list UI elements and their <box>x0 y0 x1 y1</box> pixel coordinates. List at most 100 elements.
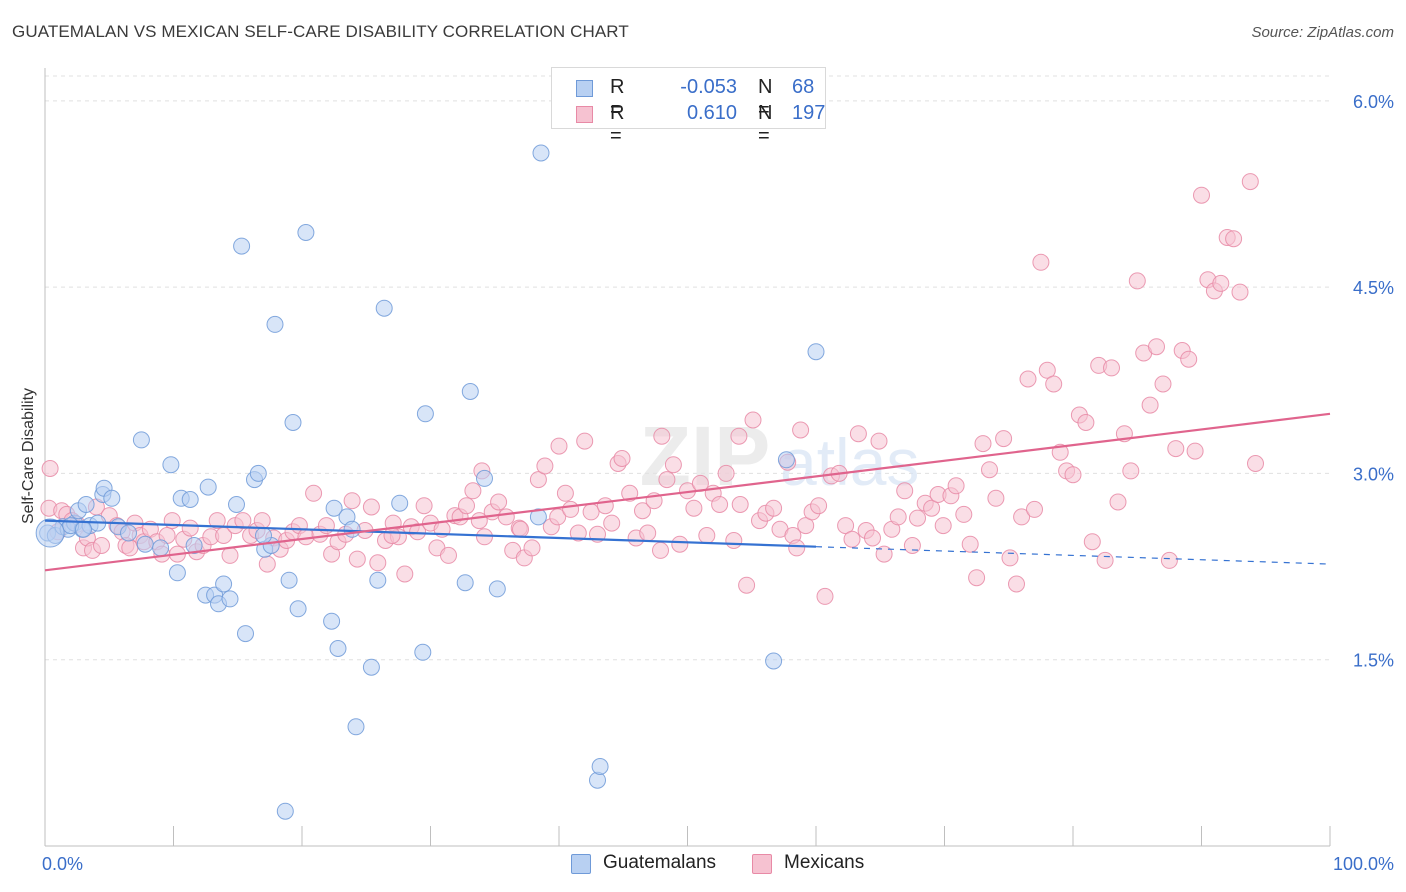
guatemalans-trend-extension <box>815 546 1331 565</box>
legend-label-mexicans: Mexicans <box>784 852 865 873</box>
guatemalans-point <box>589 771 606 789</box>
guatemalans-point <box>591 758 609 775</box>
mexicans-point <box>738 576 756 594</box>
mexicans-point <box>947 477 965 495</box>
mexicans-point <box>671 535 689 553</box>
guatemalans-point <box>343 520 361 538</box>
legend-label-guatemalans: Guatemalans <box>603 852 717 873</box>
guatemalans-point <box>75 520 92 538</box>
guatemalans-point <box>132 431 150 449</box>
mexicans-point <box>1077 414 1095 431</box>
mexicans-point <box>234 512 252 530</box>
mexicans-point <box>698 527 716 544</box>
mexicans-point <box>305 484 323 502</box>
guatemalans-point <box>215 575 233 593</box>
mexicans-point <box>613 450 631 467</box>
mexicans-trend-line <box>44 412 1331 572</box>
mexicans-point <box>652 541 669 559</box>
mexicans-point <box>1122 462 1140 480</box>
mexicans-point <box>383 527 401 544</box>
mexicans-point <box>582 503 600 521</box>
mexicans-point <box>995 430 1013 448</box>
mexicans-point <box>523 539 541 557</box>
mexicans-point <box>1013 508 1031 526</box>
guatemalans-point <box>136 535 154 553</box>
mexicans-point <box>536 457 554 475</box>
mexicans-point <box>208 512 226 530</box>
mexicans-point <box>864 529 881 547</box>
mexicans-point <box>1096 551 1114 569</box>
mexicans-point <box>556 484 574 502</box>
guatemalans-point <box>280 571 298 589</box>
mexicans-point <box>816 587 834 605</box>
mexicans-point <box>788 539 806 557</box>
guatemalans-point <box>228 496 245 513</box>
mexicans-point <box>596 497 614 515</box>
mexicans-point <box>1141 396 1159 414</box>
guatemalans-point <box>476 469 493 487</box>
mexicans-point <box>987 489 1005 507</box>
trend-lines <box>44 412 1331 572</box>
mexicans-point <box>458 497 475 515</box>
mexicans-point <box>569 524 587 542</box>
mexicans-point <box>909 509 926 527</box>
mexicans-point <box>603 514 621 532</box>
guatemalans-point <box>329 640 347 657</box>
mexicans-point <box>343 492 361 510</box>
mexicans-point <box>981 461 998 479</box>
mexicans-point <box>1128 272 1146 290</box>
mexicans-point <box>725 532 743 549</box>
guatemalans-trend-line <box>44 519 817 548</box>
legend-swatch-blue <box>576 80 593 97</box>
mexicans-point <box>1167 440 1185 458</box>
mexicans-point <box>1064 466 1082 484</box>
mexicans-point <box>181 519 199 537</box>
mexicans-point <box>968 569 986 587</box>
x-tick-label-max: 100.0% <box>1333 854 1394 874</box>
mexicans-point <box>440 546 457 564</box>
mexicans-point <box>1008 575 1025 593</box>
mexicans-point <box>730 427 748 445</box>
mexicans-point <box>1225 230 1243 248</box>
mexicans-point <box>490 493 508 511</box>
mexicans-point <box>221 546 239 564</box>
y-axis-label: Self-Care Disability <box>20 388 37 524</box>
r-value: 0.610 <box>686 102 737 124</box>
y-tick-label: 4.5% <box>1353 278 1394 298</box>
mexicans-point <box>93 537 110 554</box>
guatemalans-point <box>162 456 180 474</box>
mexicans-point <box>653 427 671 445</box>
mexicans-point <box>717 464 735 482</box>
mexicans-point <box>1193 186 1210 204</box>
y-tick-label: 1.5% <box>1353 651 1394 671</box>
guatemalans-point <box>237 625 254 643</box>
guatemalans-point <box>284 414 302 431</box>
mexicans-point <box>1045 375 1063 393</box>
mexicans-points <box>40 173 1264 605</box>
mexicans-point <box>409 523 427 541</box>
mexicans-point <box>1148 338 1165 356</box>
guatemalans-points <box>35 144 825 820</box>
mexicans-point <box>396 565 414 583</box>
mexicans-point <box>576 432 594 450</box>
legend-swatch-pink <box>576 106 593 123</box>
mexicans-point <box>849 425 867 443</box>
guatemalans-point <box>362 658 380 676</box>
legend-swatch-pink <box>752 854 772 874</box>
series-legend: Guatemalans Mexicans <box>0 852 1406 878</box>
x-tick-label-min: 0.0% <box>42 854 83 874</box>
guatemalans-point <box>185 537 203 554</box>
mexicans-point <box>362 498 380 516</box>
guatemalans-point <box>488 580 506 598</box>
mexicans-point <box>744 411 762 429</box>
mexicans-point <box>41 460 59 477</box>
mexicans-point <box>685 499 703 517</box>
mexicans-point <box>634 502 651 520</box>
mexicans-point <box>875 545 893 563</box>
mexicans-point <box>731 496 749 513</box>
r-value: -0.053 <box>680 76 737 98</box>
guatemalans-point <box>375 299 393 317</box>
legend-swatch-blue <box>571 854 591 874</box>
mexicans-point <box>1109 493 1127 511</box>
mexicans-point <box>1019 370 1037 388</box>
